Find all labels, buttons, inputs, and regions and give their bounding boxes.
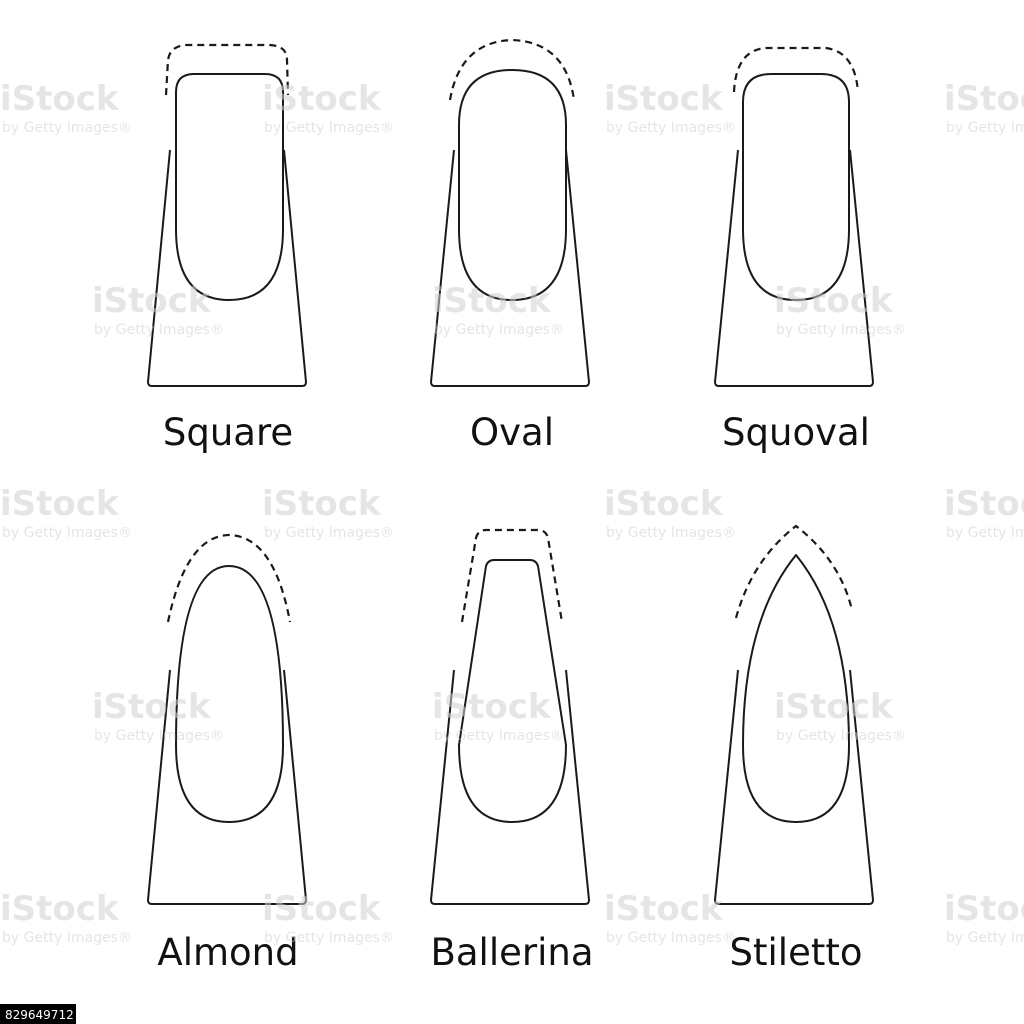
watermark-subtitle: by Getty Images® [2, 930, 132, 946]
watermark-subtitle: by Getty Images® [946, 930, 1024, 946]
nail-ballerina: Ballerina [430, 528, 594, 974]
watermark-subtitle: by Getty Images® [434, 322, 564, 338]
watermark-subtitle: by Getty Images® [264, 120, 394, 136]
watermark-logo: iStock [92, 281, 212, 321]
watermark-subtitle: by Getty Images® [2, 525, 132, 541]
label-stiletto: Stiletto [730, 931, 863, 974]
watermark-logo: iStock [604, 79, 724, 119]
watermark-logo: iStock [944, 484, 1024, 524]
watermark-logo: iStock [774, 281, 894, 321]
watermark-logo: iStock [0, 484, 120, 524]
image-id-background [0, 1004, 76, 1024]
nail-guide-oval [448, 38, 576, 101]
watermark-subtitle: by Getty Images® [606, 525, 736, 541]
watermark-subtitle: by Getty Images® [264, 525, 394, 541]
label-oval: Oval [470, 411, 554, 454]
watermark-subtitle: by Getty Images® [2, 120, 132, 136]
watermark-logo: iStock [604, 889, 724, 929]
nail-square: Square [147, 43, 307, 454]
watermark-subtitle: by Getty Images® [94, 728, 224, 744]
watermark-logo: iStock [262, 79, 382, 119]
watermark-logo: iStock [262, 889, 382, 929]
nail-plate-stiletto [742, 554, 850, 823]
nail-stiletto: Stiletto [714, 524, 874, 974]
image-id-badge: 829649712 [0, 1004, 76, 1024]
nail-guide-squoval [732, 46, 860, 93]
nail-guide-ballerina [460, 528, 564, 623]
watermark-subtitle: by Getty Images® [776, 728, 906, 744]
nail-plate-square [175, 73, 284, 301]
label-almond: Almond [157, 931, 298, 974]
watermark-logo: iStock [0, 889, 120, 929]
nail-guide-stiletto [734, 524, 854, 619]
nail-plate-ballerina [458, 559, 567, 823]
nail-guide-almond [166, 533, 292, 623]
watermark-subtitle: by Getty Images® [776, 322, 906, 338]
stock-watermark: iStock by Getty Images® iStock by Getty … [0, 79, 1024, 946]
watermark-subtitle: by Getty Images® [606, 120, 736, 136]
nail-squoval: Squoval [714, 46, 874, 454]
watermark-subtitle: by Getty Images® [94, 322, 224, 338]
image-id-text: 829649712 [5, 1008, 74, 1022]
watermark-subtitle: by Getty Images® [946, 525, 1024, 541]
label-ballerina: Ballerina [431, 931, 594, 974]
watermark-logo: iStock [944, 79, 1024, 119]
nail-plate-oval [458, 69, 567, 301]
watermark-logo: iStock [432, 687, 552, 727]
watermark-logo: iStock [604, 484, 724, 524]
nail-plate-almond [175, 565, 284, 823]
watermark-subtitle: by Getty Images® [434, 728, 564, 744]
watermark-subtitle: by Getty Images® [264, 930, 394, 946]
watermark-logo: iStock [944, 889, 1024, 929]
watermark-logo: iStock [432, 281, 552, 321]
nail-almond: Almond [147, 533, 307, 974]
watermark-subtitle: by Getty Images® [946, 120, 1024, 136]
watermark-logo: iStock [262, 484, 382, 524]
watermark-subtitle: by Getty Images® [606, 930, 736, 946]
label-squoval: Squoval [722, 411, 870, 454]
watermark-logo: iStock [0, 79, 120, 119]
nail-guide-square [164, 43, 290, 96]
watermark-logo: iStock [774, 687, 894, 727]
label-square: Square [163, 411, 293, 454]
watermark-logo: iStock [92, 687, 212, 727]
nail-oval: Oval [430, 38, 590, 454]
nail-plate-squoval [742, 73, 850, 301]
